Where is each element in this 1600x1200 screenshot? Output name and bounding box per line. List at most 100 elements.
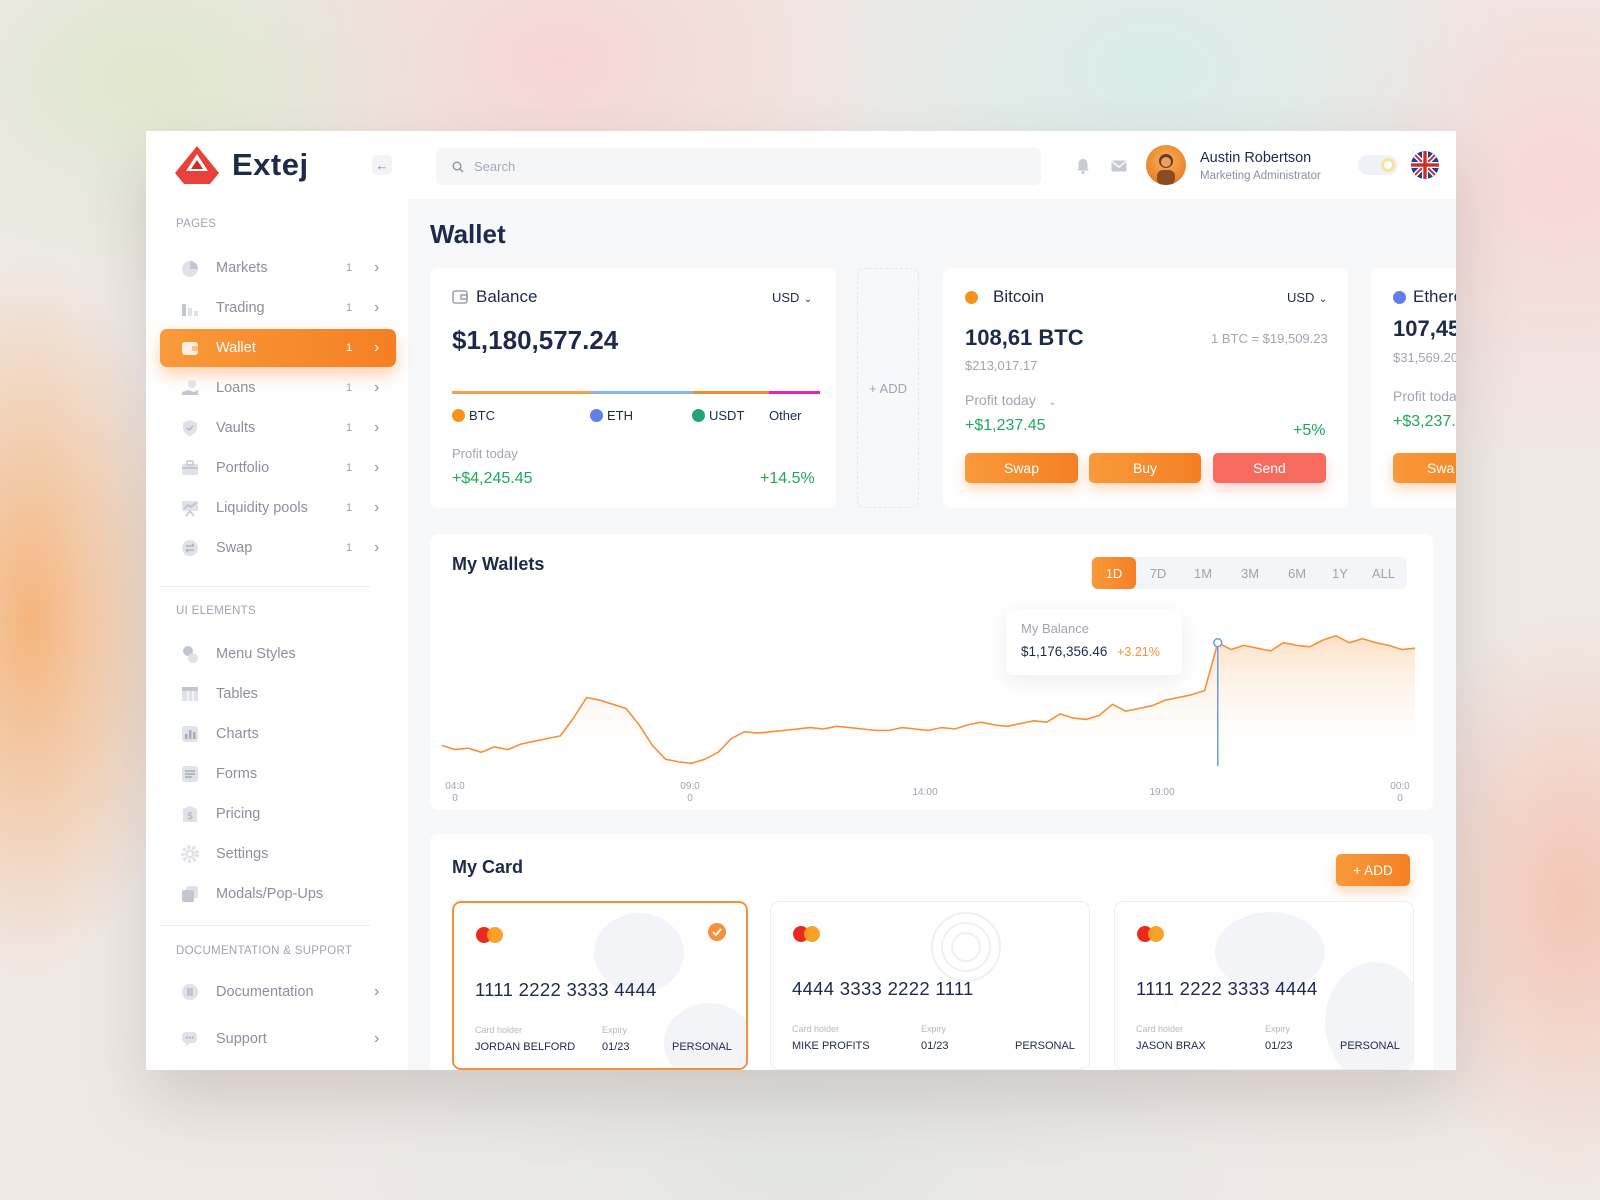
- user-avatar[interactable]: [1146, 145, 1186, 185]
- bell-icon[interactable]: [1074, 157, 1092, 175]
- sidebar-item-support[interactable]: Support ›: [160, 1020, 396, 1058]
- legend-label: BTC: [469, 408, 495, 423]
- sidebar-item-markets[interactable]: Markets 1 ›: [160, 249, 396, 287]
- sidebar-item-liquidity-pools[interactable]: Liquidity pools 1 ›: [160, 489, 396, 527]
- my-wallets-card: My Wallets 1D 7D 1M 3M 6M 1Y ALL My Bala…: [430, 534, 1433, 810]
- legend-usdt: USDT: [692, 408, 744, 423]
- sidebar-item-label: Support: [216, 1031, 267, 1047]
- sidebar-item-label: Swap: [216, 540, 253, 556]
- sidebar-item-portfolio[interactable]: Portfolio 1 ›: [160, 449, 396, 487]
- chart-icon: [182, 726, 198, 742]
- sidebar-item-count: 1: [346, 542, 353, 554]
- send-button[interactable]: Send: [1213, 453, 1326, 483]
- profit-period-dropdown[interactable]: Profit today ⌄: [965, 392, 1057, 410]
- sidebar-item-label: Portfolio: [216, 460, 270, 476]
- sidebar-item-loans[interactable]: Loans 1 ›: [160, 369, 396, 407]
- bitcoin-usd-value: $213,017.17: [965, 358, 1038, 373]
- chevron-right-icon: ›: [374, 1030, 380, 1047]
- payment-card[interactable]: 1111 2222 3333 4444 Card holder Expiry J…: [452, 901, 748, 1070]
- sidebar-item-label: Charts: [216, 726, 259, 742]
- range-7d[interactable]: 7D: [1149, 565, 1167, 581]
- brand-logo[interactable]: Extej: [174, 145, 309, 185]
- wallet-balance-chart[interactable]: [430, 534, 1433, 810]
- x-axis-label: 14:00: [912, 787, 938, 798]
- currency-dropdown[interactable]: USD ⌄: [772, 289, 812, 307]
- range-3m[interactable]: 3M: [1240, 565, 1260, 581]
- sidebar-item-wallet[interactable]: Wallet 1 ›: [160, 329, 396, 367]
- x-axis-label: 19:00: [1149, 787, 1175, 798]
- sidebar-item-menu-styles[interactable]: Menu Styles: [160, 635, 396, 673]
- card-holder-label: Card holder: [475, 1025, 523, 1035]
- add-wallet-button[interactable]: + ADD: [857, 268, 919, 508]
- mastercard-icon: [476, 927, 503, 943]
- gear-icon: [181, 845, 199, 863]
- ethereum-icon: [1393, 291, 1406, 304]
- chevron-down-icon: ⌄: [1318, 294, 1328, 305]
- sidebar-item-vaults[interactable]: Vaults 1 ›: [160, 409, 396, 447]
- user-role: Marketing Administrator: [1200, 170, 1321, 182]
- chevron-right-icon: ›: [374, 419, 380, 436]
- sidebar-item-documentation[interactable]: Documentation ›: [160, 973, 396, 1011]
- profit-value: +$3,237.4: [1393, 413, 1456, 430]
- range-6m[interactable]: 6M: [1287, 565, 1307, 581]
- sidebar-item-label: Markets: [216, 260, 268, 276]
- sidebar-item-label: Menu Styles: [216, 646, 296, 662]
- sidebar-item-label: Liquidity pools: [216, 500, 308, 516]
- buy-button[interactable]: Buy: [1089, 453, 1201, 483]
- tooltip-change: +3.21%: [1117, 645, 1160, 659]
- sidebar-item-modals[interactable]: Modals/Pop-Ups: [160, 875, 396, 913]
- allocation-bar: [452, 391, 820, 394]
- range-1m[interactable]: 1M: [1193, 565, 1213, 581]
- form-icon: [182, 766, 198, 782]
- expiry-label: Expiry: [921, 1024, 947, 1034]
- chevron-right-icon: ›: [374, 299, 380, 316]
- sidebar-item-tables[interactable]: Tables: [160, 675, 396, 713]
- card-number: 4444 3333 2222 1111: [792, 978, 974, 999]
- bitcoin-icon: [965, 291, 978, 304]
- user-info[interactable]: Austin Robertson Marketing Administrator: [1200, 150, 1321, 182]
- sidebar-item-label: Forms: [216, 766, 258, 782]
- chart-highlight-point[interactable]: [1213, 637, 1223, 648]
- sidebar-item-settings[interactable]: Settings: [160, 835, 396, 873]
- range-1d[interactable]: 1D: [1092, 557, 1136, 589]
- payment-card[interactable]: 4444 3333 2222 1111 Card holder Expiry M…: [770, 901, 1090, 1070]
- balance-amount: $1,180,577.24: [452, 325, 619, 355]
- sidebar-item-pricing[interactable]: $ Pricing: [160, 795, 396, 833]
- card-holder-label: Card holder: [1136, 1024, 1184, 1034]
- swap-button[interactable]: Swap: [965, 453, 1078, 483]
- sidebar-item-count: 1: [346, 422, 353, 434]
- price-tag-icon: $: [183, 806, 197, 822]
- currency-label: USD: [772, 290, 800, 305]
- presentation-icon: [182, 501, 198, 517]
- top-header: Extej ← Austin Rober: [146, 131, 1456, 199]
- table-icon: [182, 687, 198, 701]
- sidebar-item-trading[interactable]: Trading 1 ›: [160, 289, 396, 327]
- currency-dropdown[interactable]: USD ⌄: [1287, 289, 1327, 307]
- sidebar-item-forms[interactable]: Forms: [160, 755, 396, 793]
- theme-toggle[interactable]: [1358, 155, 1398, 175]
- legend-eth: ETH: [590, 408, 633, 423]
- sidebar-divider: [160, 586, 370, 587]
- profit-label: Profit toda: [1393, 388, 1456, 404]
- swap-button[interactable]: Swa: [1393, 453, 1456, 483]
- uk-flag-icon[interactable]: [1411, 151, 1439, 179]
- app-window: Extej ← Austin Rober: [146, 131, 1456, 1070]
- profit-value: +$4,245.45: [452, 470, 533, 487]
- sidebar-collapse-button[interactable]: ←: [372, 155, 392, 175]
- sidebar-item-label: Vaults: [216, 420, 256, 436]
- add-card-button[interactable]: + ADD: [1336, 854, 1410, 886]
- sidebar-item-count: 1: [346, 462, 353, 474]
- chart-series-line: [441, 635, 1416, 765]
- search-bar[interactable]: [436, 148, 1041, 185]
- sidebar-item-swap[interactable]: Swap 1 ›: [160, 529, 396, 567]
- bar-chart-icon: [182, 304, 198, 316]
- range-all[interactable]: ALL: [1371, 565, 1396, 581]
- range-1y[interactable]: 1Y: [1332, 565, 1348, 581]
- payment-card[interactable]: 1111 2222 3333 4444 Card holder Expiry J…: [1114, 901, 1414, 1070]
- sidebar-item-charts[interactable]: Charts: [160, 715, 396, 753]
- currency-label: USD: [1287, 290, 1315, 305]
- mail-icon[interactable]: [1110, 157, 1128, 175]
- balance-card: Balance USD ⌄ $1,180,577.24 BTC ETH USDT…: [430, 268, 836, 508]
- my-card-section: My Card + ADD 1111 2222 3333 4444 Card h…: [430, 834, 1433, 1070]
- search-input[interactable]: [474, 159, 1014, 174]
